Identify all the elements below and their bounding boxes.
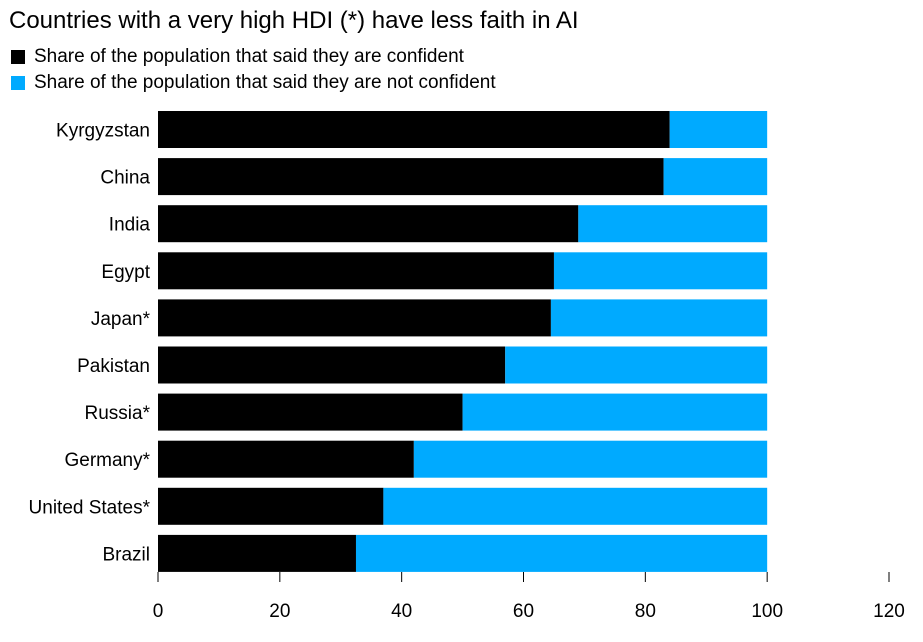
bar-confident <box>158 158 664 196</box>
x-tick-label: 100 <box>751 601 783 622</box>
legend-label-not-confident: Share of the population that said they a… <box>34 72 496 93</box>
bar-confident <box>158 252 554 290</box>
x-tick-label: 80 <box>635 601 656 622</box>
chart-title: Countries with a very high HDI (*) have … <box>9 7 579 34</box>
bar-confident <box>158 534 356 572</box>
bar-confident <box>158 487 384 525</box>
legend-item-confident: Share of the population that said they a… <box>11 44 496 70</box>
x-tick-label: 0 <box>153 601 164 622</box>
bar-not-confident <box>550 299 768 337</box>
bar-confident <box>158 393 463 431</box>
bar-confident <box>158 346 506 384</box>
legend: Share of the population that said they a… <box>11 44 496 96</box>
bar-confident <box>158 205 579 243</box>
bar-not-confident <box>413 440 768 478</box>
bar-not-confident <box>663 158 768 196</box>
category-label: Germany* <box>64 450 150 471</box>
bar-not-confident <box>669 111 768 148</box>
x-tick-label: 20 <box>269 601 290 622</box>
category-label: Russia* <box>85 403 151 424</box>
x-tick-label: 40 <box>391 601 412 622</box>
bar-not-confident <box>553 252 768 290</box>
category-label: Pakistan <box>77 356 150 377</box>
bar-not-confident <box>505 346 768 384</box>
bar-confident <box>158 299 551 337</box>
category-label: Brazil <box>102 544 150 565</box>
category-label: Japan* <box>91 309 151 330</box>
category-label: China <box>100 168 150 189</box>
bar-not-confident <box>383 487 768 525</box>
bar-not-confident <box>355 534 768 572</box>
category-label: Kyrgyzstan <box>56 121 150 142</box>
legend-label-confident: Share of the population that said they a… <box>34 46 464 67</box>
x-tick-label: 60 <box>513 601 534 622</box>
legend-swatch-confident <box>11 50 25 64</box>
legend-swatch-not-confident <box>11 76 25 90</box>
bar-confident <box>158 440 414 478</box>
category-label: India <box>109 215 151 236</box>
legend-item-not-confident: Share of the population that said they a… <box>11 70 496 96</box>
category-label: Egypt <box>101 262 150 283</box>
bar-not-confident <box>462 393 768 431</box>
x-tick-label: 120 <box>873 601 905 622</box>
bar-confident <box>158 111 670 148</box>
category-label: United States* <box>29 497 151 518</box>
bar-not-confident <box>578 205 768 243</box>
